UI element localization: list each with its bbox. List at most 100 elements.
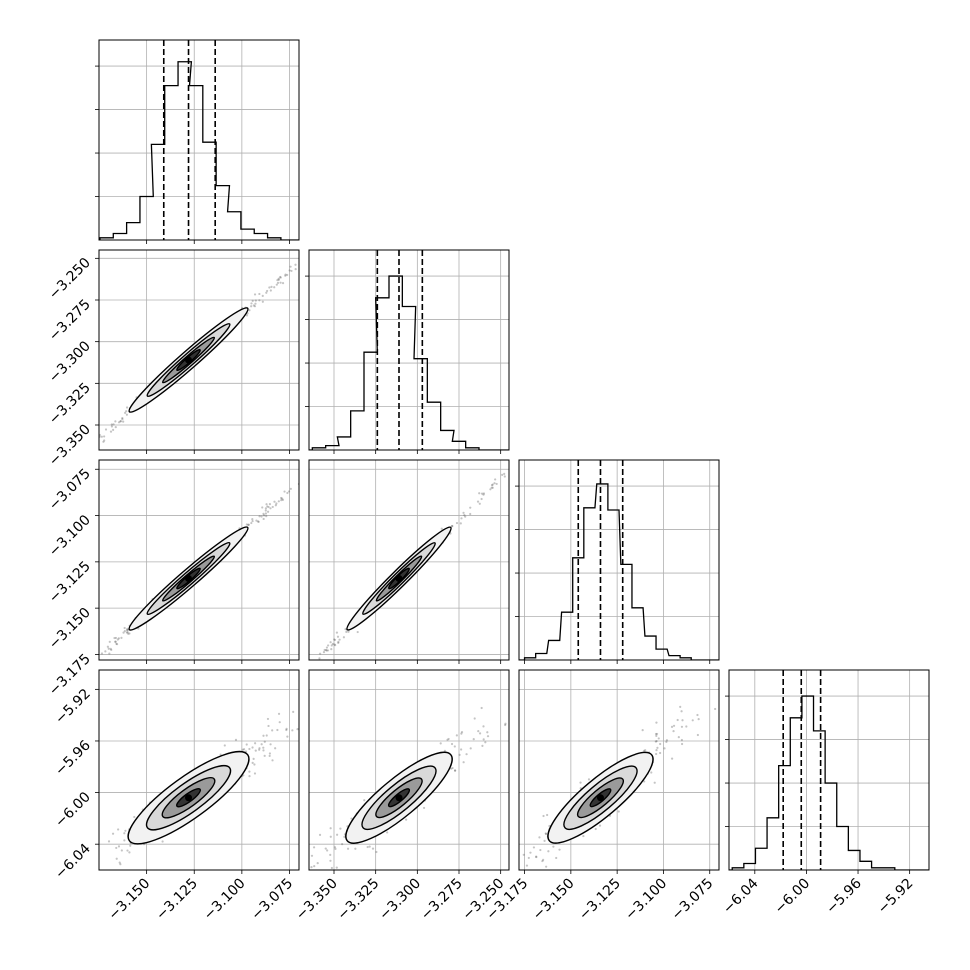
sample-point bbox=[336, 635, 340, 638]
sample-point bbox=[107, 840, 111, 843]
density-peak bbox=[185, 356, 193, 364]
sample-point bbox=[251, 761, 254, 764]
sample-point bbox=[405, 818, 408, 821]
sample-point bbox=[125, 413, 128, 416]
sample-point bbox=[525, 864, 529, 867]
sample-point bbox=[679, 705, 682, 708]
sample-point bbox=[265, 515, 268, 518]
sample-point bbox=[453, 769, 457, 772]
sample-point bbox=[290, 269, 293, 273]
sample-point bbox=[276, 278, 279, 282]
sample-point bbox=[329, 835, 332, 838]
sample-point bbox=[333, 643, 336, 646]
sample-point bbox=[329, 859, 332, 862]
sample-point bbox=[106, 645, 109, 648]
sample-point bbox=[294, 263, 297, 266]
sample-point bbox=[330, 648, 333, 651]
sample-point bbox=[670, 757, 674, 760]
sample-point bbox=[120, 636, 123, 639]
sample-point bbox=[680, 725, 684, 728]
sample-point bbox=[542, 858, 545, 861]
sample-point bbox=[462, 761, 465, 764]
sample-point bbox=[325, 649, 328, 652]
sample-point bbox=[486, 735, 490, 738]
sample-point bbox=[462, 511, 465, 514]
sample-point bbox=[248, 770, 251, 773]
panel-frame bbox=[98, 669, 300, 871]
panel-content bbox=[99, 670, 299, 870]
sample-point bbox=[122, 420, 125, 423]
sample-point bbox=[334, 847, 337, 850]
sample-point bbox=[248, 775, 251, 778]
sample-point bbox=[329, 827, 332, 830]
sample-point bbox=[443, 749, 447, 752]
sample-point bbox=[681, 719, 684, 722]
sample-point bbox=[254, 299, 257, 302]
sample-point bbox=[109, 647, 112, 650]
sample-point bbox=[451, 766, 454, 770]
sample-point bbox=[446, 738, 449, 741]
sample-point bbox=[129, 844, 132, 847]
sample-point bbox=[339, 827, 342, 830]
sample-point bbox=[266, 510, 270, 513]
sample-point bbox=[680, 742, 684, 746]
sample-point bbox=[368, 845, 371, 848]
sample-point bbox=[100, 652, 104, 655]
sample-point bbox=[453, 745, 456, 748]
sample-point bbox=[330, 866, 333, 870]
panel-1-1 bbox=[305, 249, 510, 454]
density-peak bbox=[395, 575, 403, 583]
sample-point bbox=[257, 520, 260, 523]
sample-point bbox=[335, 631, 339, 634]
sample-point bbox=[260, 515, 263, 518]
sample-point bbox=[318, 833, 322, 836]
sample-point bbox=[665, 739, 669, 742]
sample-point bbox=[124, 411, 127, 414]
panel-2-1 bbox=[308, 459, 510, 664]
sample-point bbox=[326, 649, 330, 652]
sample-point bbox=[108, 652, 111, 655]
sample-point bbox=[247, 523, 250, 526]
sample-point bbox=[271, 759, 274, 762]
sample-point bbox=[325, 648, 328, 652]
panel-content bbox=[99, 250, 299, 450]
sample-point bbox=[117, 637, 120, 640]
sample-point bbox=[654, 740, 657, 743]
sample-point bbox=[262, 517, 265, 521]
sample-point bbox=[535, 855, 538, 859]
sample-point bbox=[529, 851, 532, 854]
sample-point bbox=[343, 835, 346, 839]
density-peak bbox=[185, 575, 193, 583]
sample-point bbox=[277, 712, 281, 715]
sample-point bbox=[655, 752, 658, 756]
sample-point bbox=[123, 629, 126, 633]
sample-point bbox=[697, 718, 700, 721]
sample-point bbox=[257, 520, 260, 523]
histogram-step bbox=[519, 483, 719, 660]
sample-point bbox=[541, 859, 544, 863]
sample-point bbox=[124, 829, 127, 832]
sample-point bbox=[266, 289, 269, 293]
sample-point bbox=[270, 285, 273, 288]
sample-point bbox=[115, 643, 119, 646]
sample-point bbox=[480, 497, 483, 501]
sample-point bbox=[504, 722, 507, 725]
panel-frame bbox=[308, 669, 510, 871]
sample-point bbox=[251, 746, 254, 749]
sample-point bbox=[330, 644, 333, 647]
sample-point bbox=[325, 646, 329, 649]
sample-point bbox=[494, 478, 497, 481]
sample-point bbox=[273, 500, 276, 503]
panel-content bbox=[309, 460, 509, 660]
sample-point bbox=[292, 710, 295, 713]
sample-point bbox=[284, 274, 287, 277]
sample-point bbox=[114, 636, 118, 640]
sample-point bbox=[375, 850, 378, 854]
panel-content bbox=[309, 670, 509, 870]
sample-point bbox=[274, 747, 277, 750]
sample-point bbox=[329, 853, 332, 856]
sample-point bbox=[250, 305, 253, 308]
sample-point bbox=[281, 497, 284, 500]
sample-point bbox=[463, 514, 466, 517]
sample-point bbox=[312, 846, 316, 849]
